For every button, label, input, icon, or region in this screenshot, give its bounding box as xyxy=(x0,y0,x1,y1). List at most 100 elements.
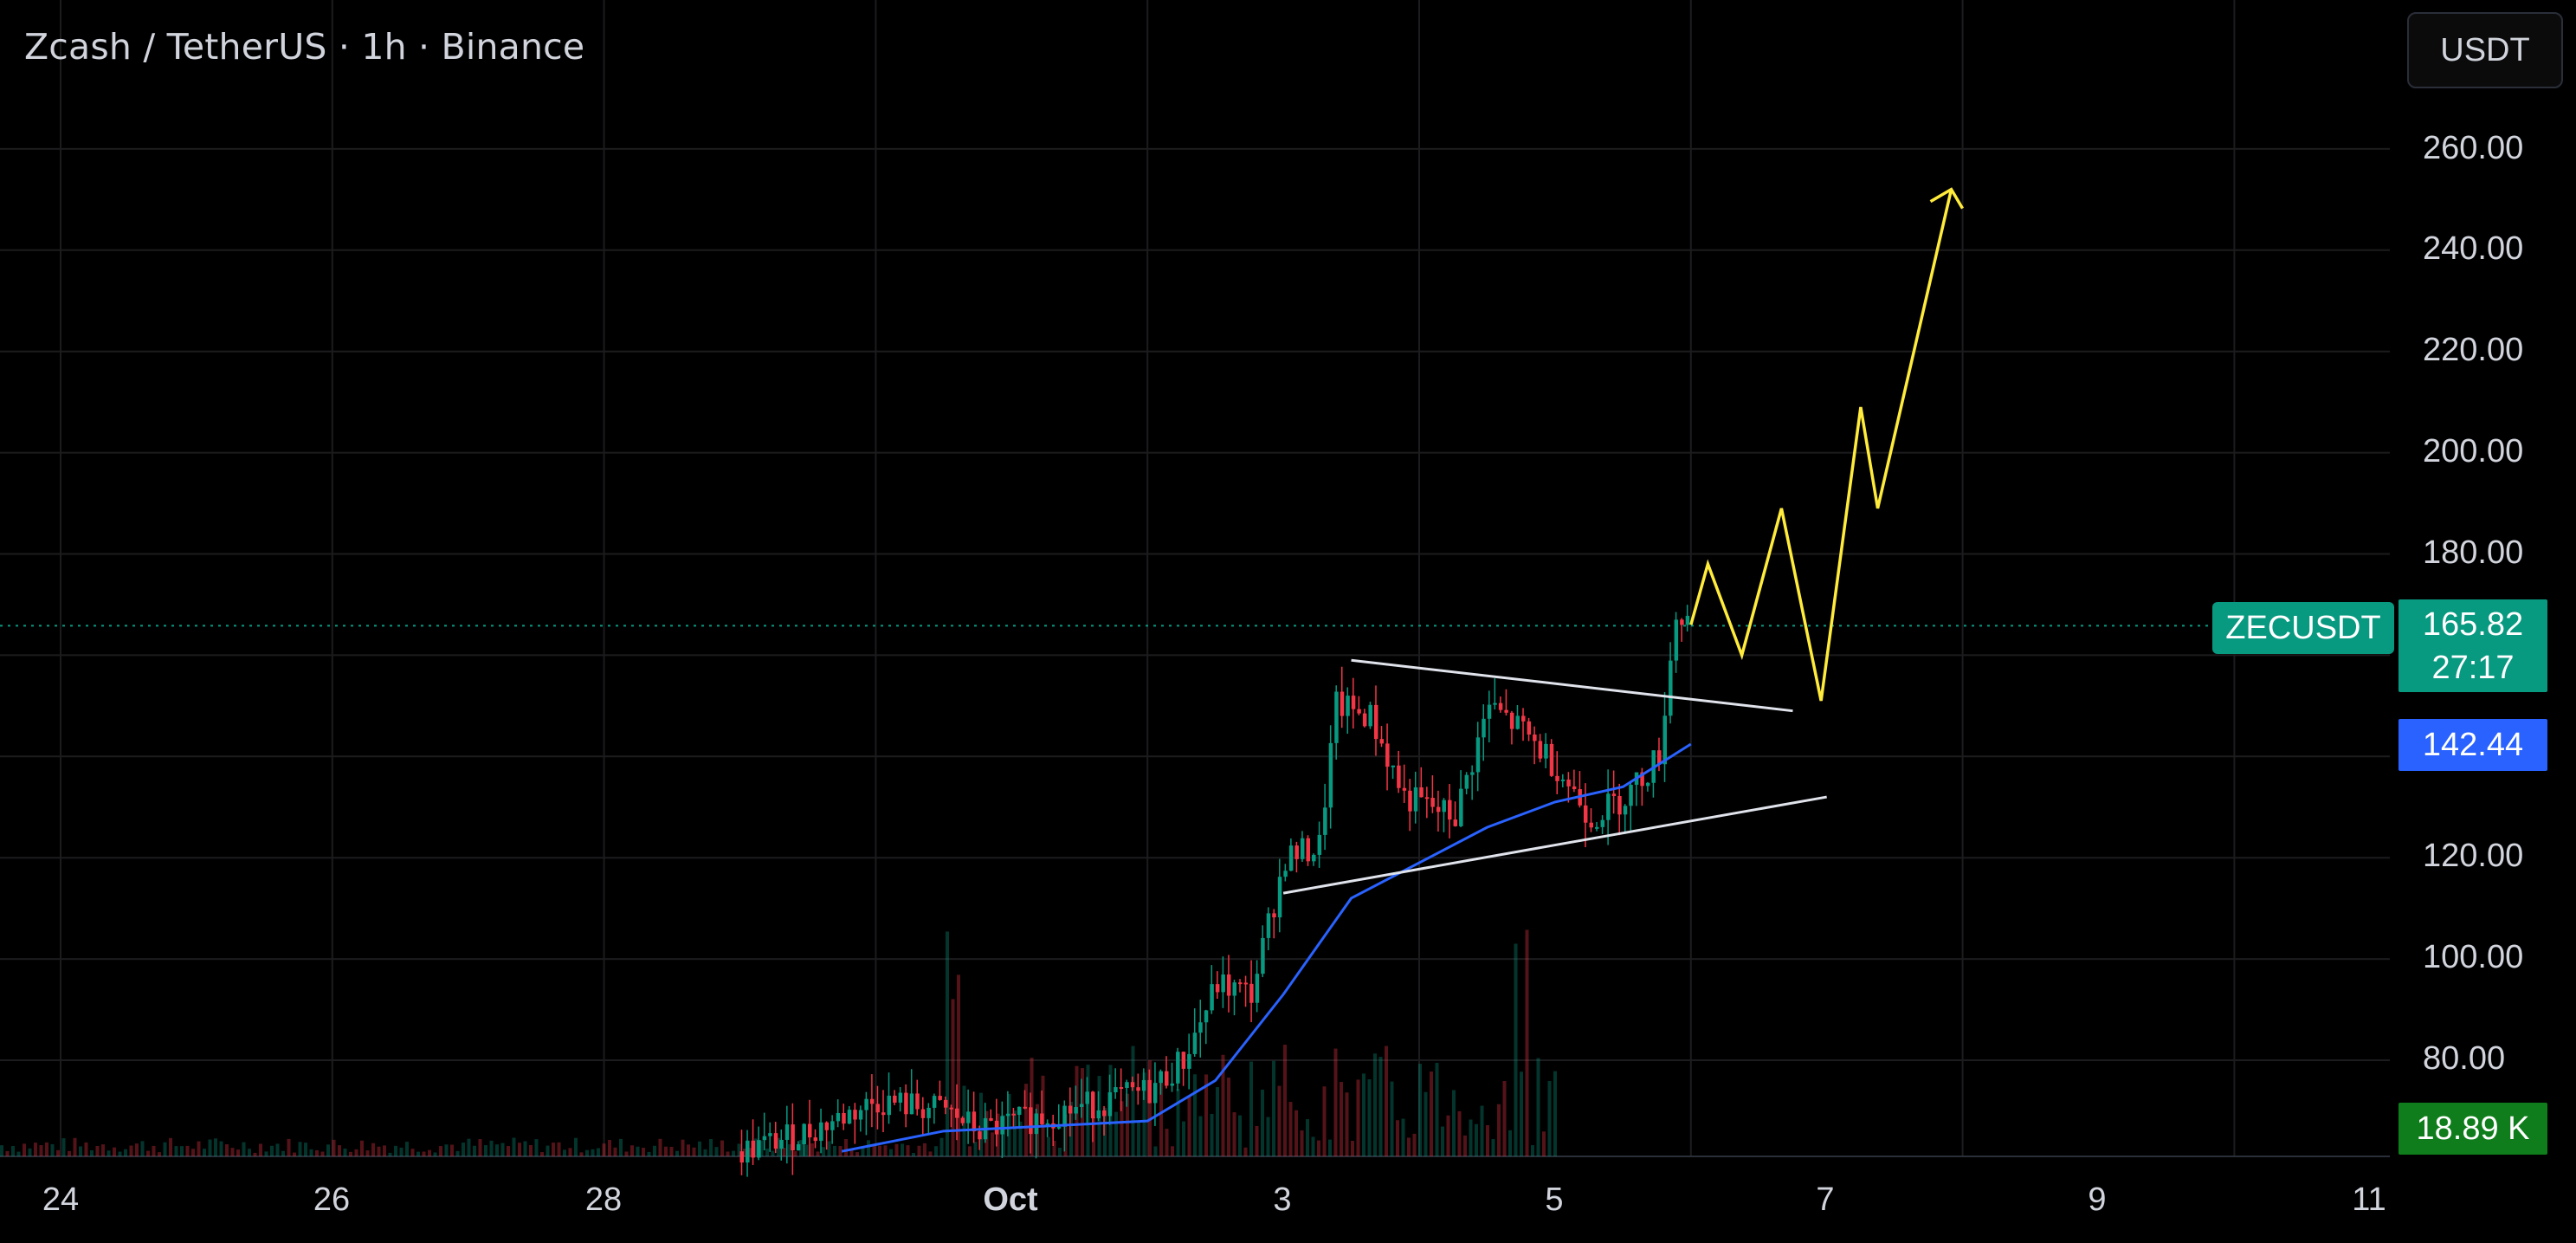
volume-bar xyxy=(50,1143,55,1156)
volume-bar xyxy=(664,1146,668,1156)
volume-bar xyxy=(687,1144,690,1156)
volume-bar xyxy=(146,1150,150,1156)
volume-bar xyxy=(185,1145,190,1156)
candle-body xyxy=(1589,822,1593,828)
candle-body xyxy=(1125,1082,1129,1088)
volume-bar xyxy=(1553,1071,1557,1156)
volume-bar xyxy=(788,1143,791,1156)
volume-bar xyxy=(203,1149,206,1156)
volume-bar xyxy=(669,1146,674,1156)
volume-bar xyxy=(1232,1112,1236,1156)
candle-body xyxy=(960,1117,965,1123)
candle-body xyxy=(1334,691,1339,743)
time-axis-label: 3 xyxy=(1273,1181,1292,1218)
volume-bar xyxy=(264,1151,268,1156)
price-axis-label: 180.00 xyxy=(2423,534,2524,571)
candle-body xyxy=(1165,1071,1169,1086)
volume-bar xyxy=(68,1150,71,1156)
volume-bar xyxy=(163,1142,167,1156)
candle-body xyxy=(813,1137,818,1142)
candle-body xyxy=(1475,737,1481,773)
chart-title: Zcash / TetherUS · 1h · Binance xyxy=(24,26,585,68)
volume-bar xyxy=(236,1149,240,1156)
candle-body xyxy=(915,1093,920,1110)
candle-body xyxy=(1617,795,1622,815)
volume-bar xyxy=(642,1148,645,1156)
volume-bar xyxy=(585,1149,589,1156)
volume-bar xyxy=(647,1151,651,1156)
candle-body xyxy=(1266,913,1271,938)
volume-bar xyxy=(968,1146,972,1156)
volume-bar xyxy=(253,1152,257,1156)
volume-bar xyxy=(287,1138,291,1156)
volume-bar xyxy=(1243,1147,1248,1156)
candle-body xyxy=(1656,750,1662,765)
candle-body xyxy=(949,1107,953,1110)
volume-bar xyxy=(84,1142,88,1156)
volume-bar xyxy=(1159,1079,1163,1156)
candle-body xyxy=(1136,1087,1140,1091)
volume-bar xyxy=(248,1149,251,1156)
volume-bar xyxy=(849,1149,854,1156)
volume-bar xyxy=(619,1138,623,1156)
volume-bar xyxy=(495,1144,499,1156)
volume-bar xyxy=(1002,1115,1005,1156)
volume-bar xyxy=(1227,1078,1230,1156)
candle-body xyxy=(791,1124,795,1151)
volume-bar xyxy=(872,1144,876,1156)
volume-bar xyxy=(1182,1121,1185,1156)
volume-bar xyxy=(1081,1068,1084,1156)
candle-body xyxy=(1170,1083,1175,1086)
candle-body xyxy=(1430,798,1435,807)
volume-bar xyxy=(726,1151,730,1156)
candle-body xyxy=(966,1111,971,1123)
volume-bar xyxy=(225,1144,229,1156)
volume-bar xyxy=(1176,1089,1180,1156)
candle-body xyxy=(1645,782,1650,787)
time-axis-label: 7 xyxy=(1816,1181,1835,1218)
volume-bar xyxy=(281,1150,285,1156)
candle-body xyxy=(1662,715,1668,765)
volume-bar xyxy=(793,1150,797,1156)
candle-body xyxy=(1391,765,1396,767)
volume-bar xyxy=(1126,1093,1129,1156)
volume-bar xyxy=(73,1137,77,1156)
candle-body xyxy=(768,1133,772,1136)
candle-body xyxy=(943,1099,948,1108)
volume-bar xyxy=(1531,1145,1534,1156)
candle-body xyxy=(1413,787,1418,812)
candle-body xyxy=(1595,826,1599,829)
candle-body xyxy=(1317,834,1322,855)
volume-bar xyxy=(219,1141,223,1156)
volume-bar xyxy=(804,1144,809,1156)
volume-bar xyxy=(979,1092,983,1156)
last-price-tag: 165.82 27:17 xyxy=(2398,599,2547,692)
volume-bar xyxy=(332,1139,336,1156)
volume-bar xyxy=(45,1142,48,1156)
volume-bar xyxy=(1525,929,1529,1156)
volume-bar xyxy=(923,1143,926,1156)
candle-body xyxy=(904,1092,908,1115)
volume-bar xyxy=(889,1149,893,1156)
candle-body xyxy=(1210,984,1214,1011)
volume-bar xyxy=(61,1138,66,1156)
volume-bar xyxy=(1266,1117,1270,1156)
candle-body xyxy=(1215,984,1220,993)
volume-bar xyxy=(991,1132,994,1156)
candle-body xyxy=(1402,787,1407,791)
currency-button[interactable]: USDT xyxy=(2407,12,2563,88)
candle-body xyxy=(955,1108,959,1118)
volume-bar xyxy=(371,1143,375,1156)
candle-body xyxy=(819,1122,823,1142)
candle-body xyxy=(1346,696,1350,716)
volume-bar xyxy=(1373,1053,1377,1156)
candle-body xyxy=(1141,1079,1146,1091)
candle-body xyxy=(1419,787,1424,798)
volume-bar xyxy=(180,1146,184,1156)
candle-body xyxy=(1482,718,1486,738)
volume-bar xyxy=(1401,1118,1405,1156)
price-axis-label: 200.00 xyxy=(2423,433,2524,469)
candle-body xyxy=(1385,743,1390,767)
volume-bar xyxy=(1283,1045,1287,1156)
